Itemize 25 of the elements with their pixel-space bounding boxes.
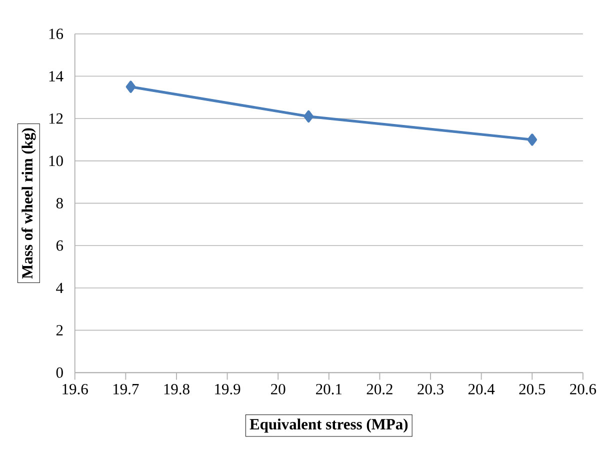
y-tick-label: 16: [49, 28, 64, 39]
y-tick-label: 12: [49, 113, 63, 124]
x-tick-label: 20: [271, 384, 286, 394]
x-tick-label: 20.1: [316, 384, 342, 394]
x-tick-label: 19.6: [62, 384, 88, 394]
point: [527, 133, 538, 146]
y-tick-label: 8: [56, 198, 63, 208]
y-tick-label: 10: [49, 155, 63, 166]
x-tick-label: 20.2: [366, 384, 392, 394]
point: [304, 110, 314, 122]
x-tick-label: 20.5: [519, 384, 546, 394]
x-axis-title: Equivalent stress (MPa): [250, 418, 408, 432]
x-tick-label: 19.8: [164, 384, 190, 394]
y-tick-label: 14: [49, 70, 64, 82]
y-axis-title: Mass of wheel rim (kg): [21, 128, 36, 278]
x-tick-label: 20.6: [570, 384, 596, 394]
y-tick-label: 6: [56, 240, 64, 251]
point: [126, 80, 136, 93]
x-tick-label: 20.4: [468, 384, 495, 394]
y-tick-label: 2: [56, 324, 63, 336]
x-tick-label: 19.7: [113, 384, 139, 394]
x-tick-label: 19.9: [215, 384, 240, 394]
x-tick-label: 20.3: [418, 384, 444, 394]
y-tick-label: 0: [56, 367, 63, 378]
y-tick-label: 4: [56, 282, 64, 293]
